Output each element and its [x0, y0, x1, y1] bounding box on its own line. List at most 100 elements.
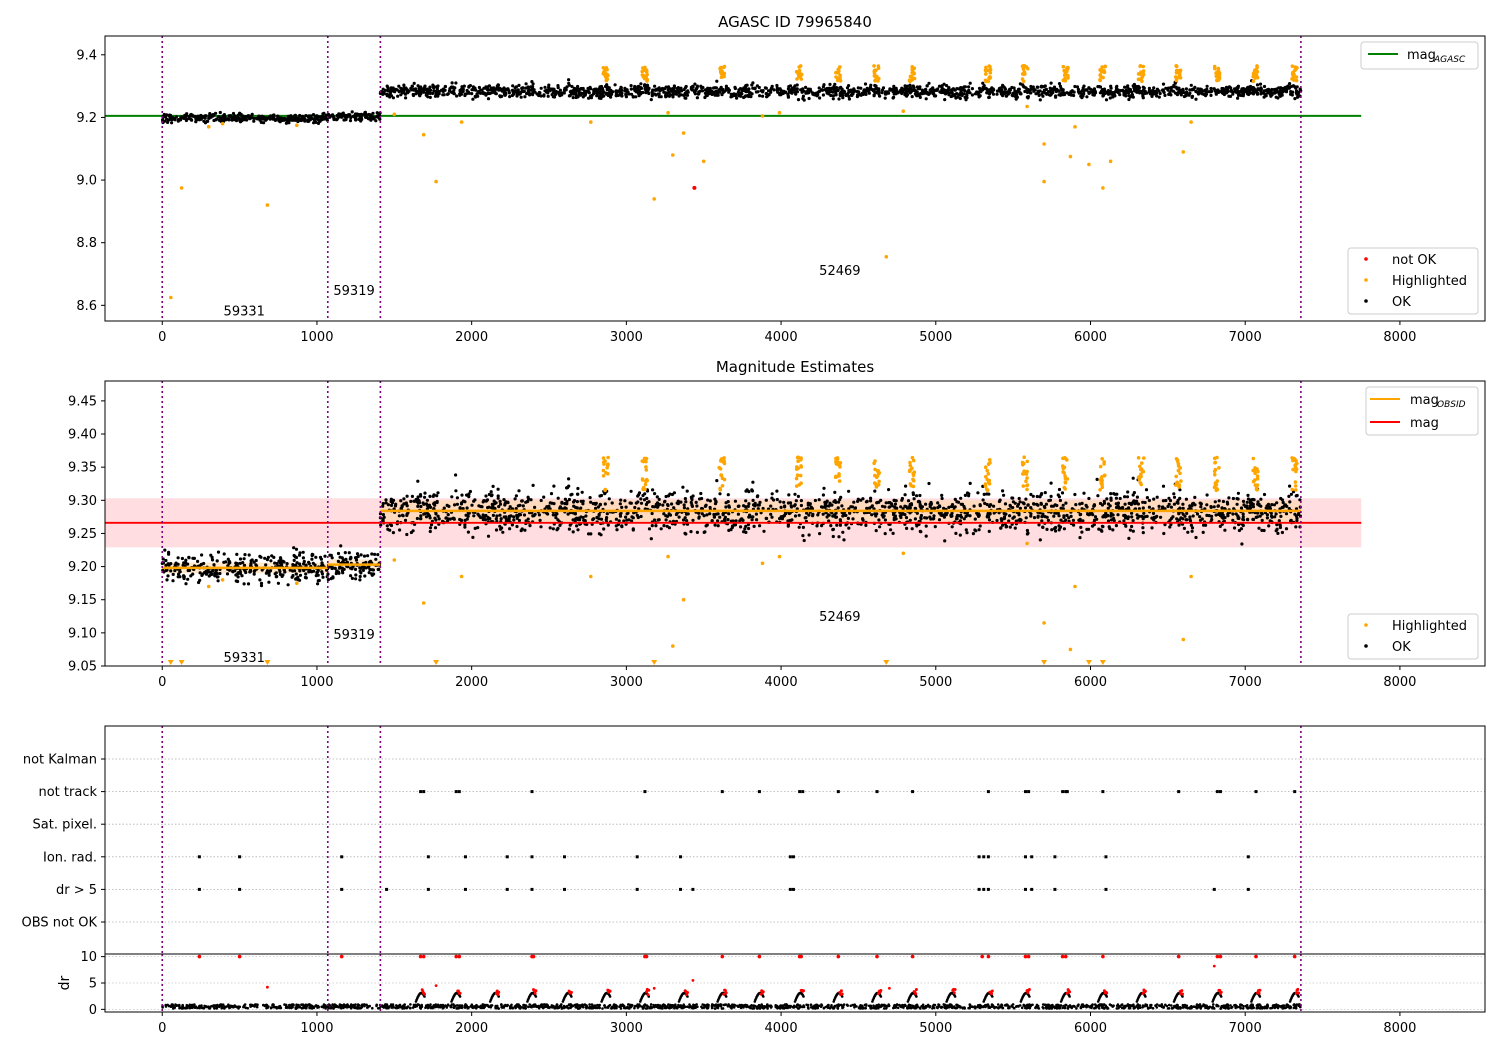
ok-point	[686, 512, 690, 516]
x-tick-label: 4000	[765, 330, 798, 345]
ok-point	[386, 527, 390, 531]
ok-point	[965, 96, 969, 100]
ok-point	[1235, 502, 1239, 506]
ok-point	[1190, 94, 1195, 98]
ok-point	[715, 79, 719, 83]
ok-point	[598, 89, 602, 94]
ok-point	[250, 112, 254, 116]
ok-point	[1135, 513, 1139, 517]
ok-point	[1064, 501, 1068, 505]
ok-point	[403, 518, 408, 523]
ok-point	[1167, 92, 1171, 96]
ok-point	[416, 479, 420, 483]
ok-point	[1288, 85, 1292, 89]
ok-point	[1194, 97, 1198, 101]
ok-point	[293, 118, 298, 122]
ok-point	[841, 530, 845, 534]
ok-point	[542, 94, 546, 98]
ok-point	[434, 512, 438, 516]
ok-point	[1032, 502, 1036, 506]
ok-point	[856, 93, 860, 97]
ok-point	[681, 518, 686, 522]
ok-point	[224, 560, 228, 564]
ok-point	[744, 83, 748, 88]
ok-point	[531, 82, 535, 86]
ok-point	[740, 89, 744, 93]
ok-point	[332, 116, 336, 120]
ok-point	[716, 512, 720, 516]
ok-point	[466, 90, 471, 94]
ok-point	[517, 489, 521, 493]
ok-point	[552, 513, 556, 517]
ok-point	[602, 527, 606, 531]
ok-point	[539, 86, 543, 90]
highlighted-outlier	[1087, 162, 1091, 167]
ok-point	[436, 491, 440, 495]
ok-point	[714, 500, 718, 504]
ok-point	[1279, 496, 1283, 501]
ok-point	[713, 497, 717, 501]
ok-point	[905, 93, 910, 97]
ok-point	[836, 88, 840, 93]
ok-point	[682, 88, 686, 92]
ok-point	[864, 523, 868, 528]
ok-point	[403, 502, 407, 506]
ok-point	[607, 86, 611, 90]
ok-point	[416, 501, 420, 505]
ok-point	[560, 501, 564, 505]
ok-point	[816, 90, 820, 95]
ok-point	[1233, 87, 1237, 91]
ok-point	[789, 505, 794, 509]
ok-point	[613, 83, 617, 87]
ok-point	[1035, 85, 1039, 89]
ok-point	[713, 523, 717, 527]
ok-point	[296, 578, 301, 582]
ok-point	[1144, 488, 1149, 492]
ok-point	[341, 111, 345, 115]
highlighted-point	[1098, 73, 1103, 77]
ok-point	[1278, 523, 1282, 528]
highlighted-point	[1177, 73, 1182, 77]
ok-point	[837, 97, 841, 101]
ok-point	[1102, 91, 1106, 95]
ok-point	[317, 578, 321, 583]
ok-point	[423, 85, 427, 89]
ok-point	[497, 88, 501, 92]
ok-point	[637, 84, 641, 88]
ok-point	[589, 87, 593, 91]
ok-point	[670, 93, 675, 97]
ok-point	[1037, 523, 1041, 527]
ok-point	[1218, 524, 1222, 529]
ok-point	[947, 93, 951, 97]
ok-point	[489, 91, 494, 95]
ok-point	[1248, 89, 1252, 93]
ok-point	[425, 498, 429, 502]
ok-point	[700, 89, 704, 93]
ok-point	[1092, 503, 1096, 507]
ok-point	[1040, 515, 1044, 519]
ok-point	[604, 518, 608, 522]
ok-point	[817, 86, 821, 90]
ok-point	[562, 91, 566, 95]
ok-point	[1258, 82, 1263, 86]
ok-point	[1082, 491, 1086, 495]
ok-point	[396, 94, 400, 98]
ok-point	[419, 92, 423, 96]
ok-point	[1231, 518, 1235, 522]
ok-point	[1002, 493, 1006, 497]
ok-point	[486, 515, 490, 519]
ok-point	[1190, 526, 1195, 530]
ok-point	[664, 518, 668, 522]
ok-point	[597, 96, 602, 100]
ok-point	[428, 95, 432, 99]
ok-point	[618, 514, 623, 518]
ok-point	[196, 559, 200, 564]
ok-point	[423, 495, 427, 499]
ok-point	[1131, 493, 1135, 497]
ok-point	[169, 569, 173, 573]
ok-point	[751, 480, 755, 484]
ok-point	[633, 505, 637, 510]
ok-point	[476, 94, 480, 98]
ok-point	[186, 562, 190, 566]
ok-point	[576, 95, 580, 99]
